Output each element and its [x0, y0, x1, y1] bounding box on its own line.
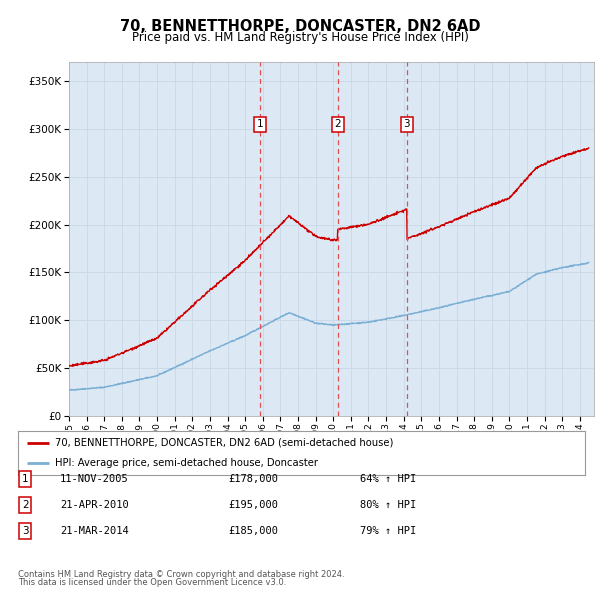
Text: Contains HM Land Registry data © Crown copyright and database right 2024.: Contains HM Land Registry data © Crown c… — [18, 570, 344, 579]
Text: 79% ↑ HPI: 79% ↑ HPI — [360, 526, 416, 536]
Text: 1: 1 — [22, 474, 29, 484]
Text: £185,000: £185,000 — [228, 526, 278, 536]
Text: 21-APR-2010: 21-APR-2010 — [60, 500, 129, 510]
Text: 3: 3 — [403, 119, 410, 129]
Text: 21-MAR-2014: 21-MAR-2014 — [60, 526, 129, 536]
Text: 1: 1 — [257, 119, 263, 129]
Text: £178,000: £178,000 — [228, 474, 278, 484]
Text: 3: 3 — [22, 526, 29, 536]
Text: 80% ↑ HPI: 80% ↑ HPI — [360, 500, 416, 510]
Text: £195,000: £195,000 — [228, 500, 278, 510]
Text: This data is licensed under the Open Government Licence v3.0.: This data is licensed under the Open Gov… — [18, 578, 286, 587]
Text: 11-NOV-2005: 11-NOV-2005 — [60, 474, 129, 484]
Text: 2: 2 — [22, 500, 29, 510]
Text: 2: 2 — [334, 119, 341, 129]
Text: 64% ↑ HPI: 64% ↑ HPI — [360, 474, 416, 484]
Text: 70, BENNETTHORPE, DONCASTER, DN2 6AD: 70, BENNETTHORPE, DONCASTER, DN2 6AD — [120, 19, 480, 34]
Text: 70, BENNETTHORPE, DONCASTER, DN2 6AD (semi-detached house): 70, BENNETTHORPE, DONCASTER, DN2 6AD (se… — [55, 438, 393, 448]
Text: Price paid vs. HM Land Registry's House Price Index (HPI): Price paid vs. HM Land Registry's House … — [131, 31, 469, 44]
Text: HPI: Average price, semi-detached house, Doncaster: HPI: Average price, semi-detached house,… — [55, 458, 318, 468]
